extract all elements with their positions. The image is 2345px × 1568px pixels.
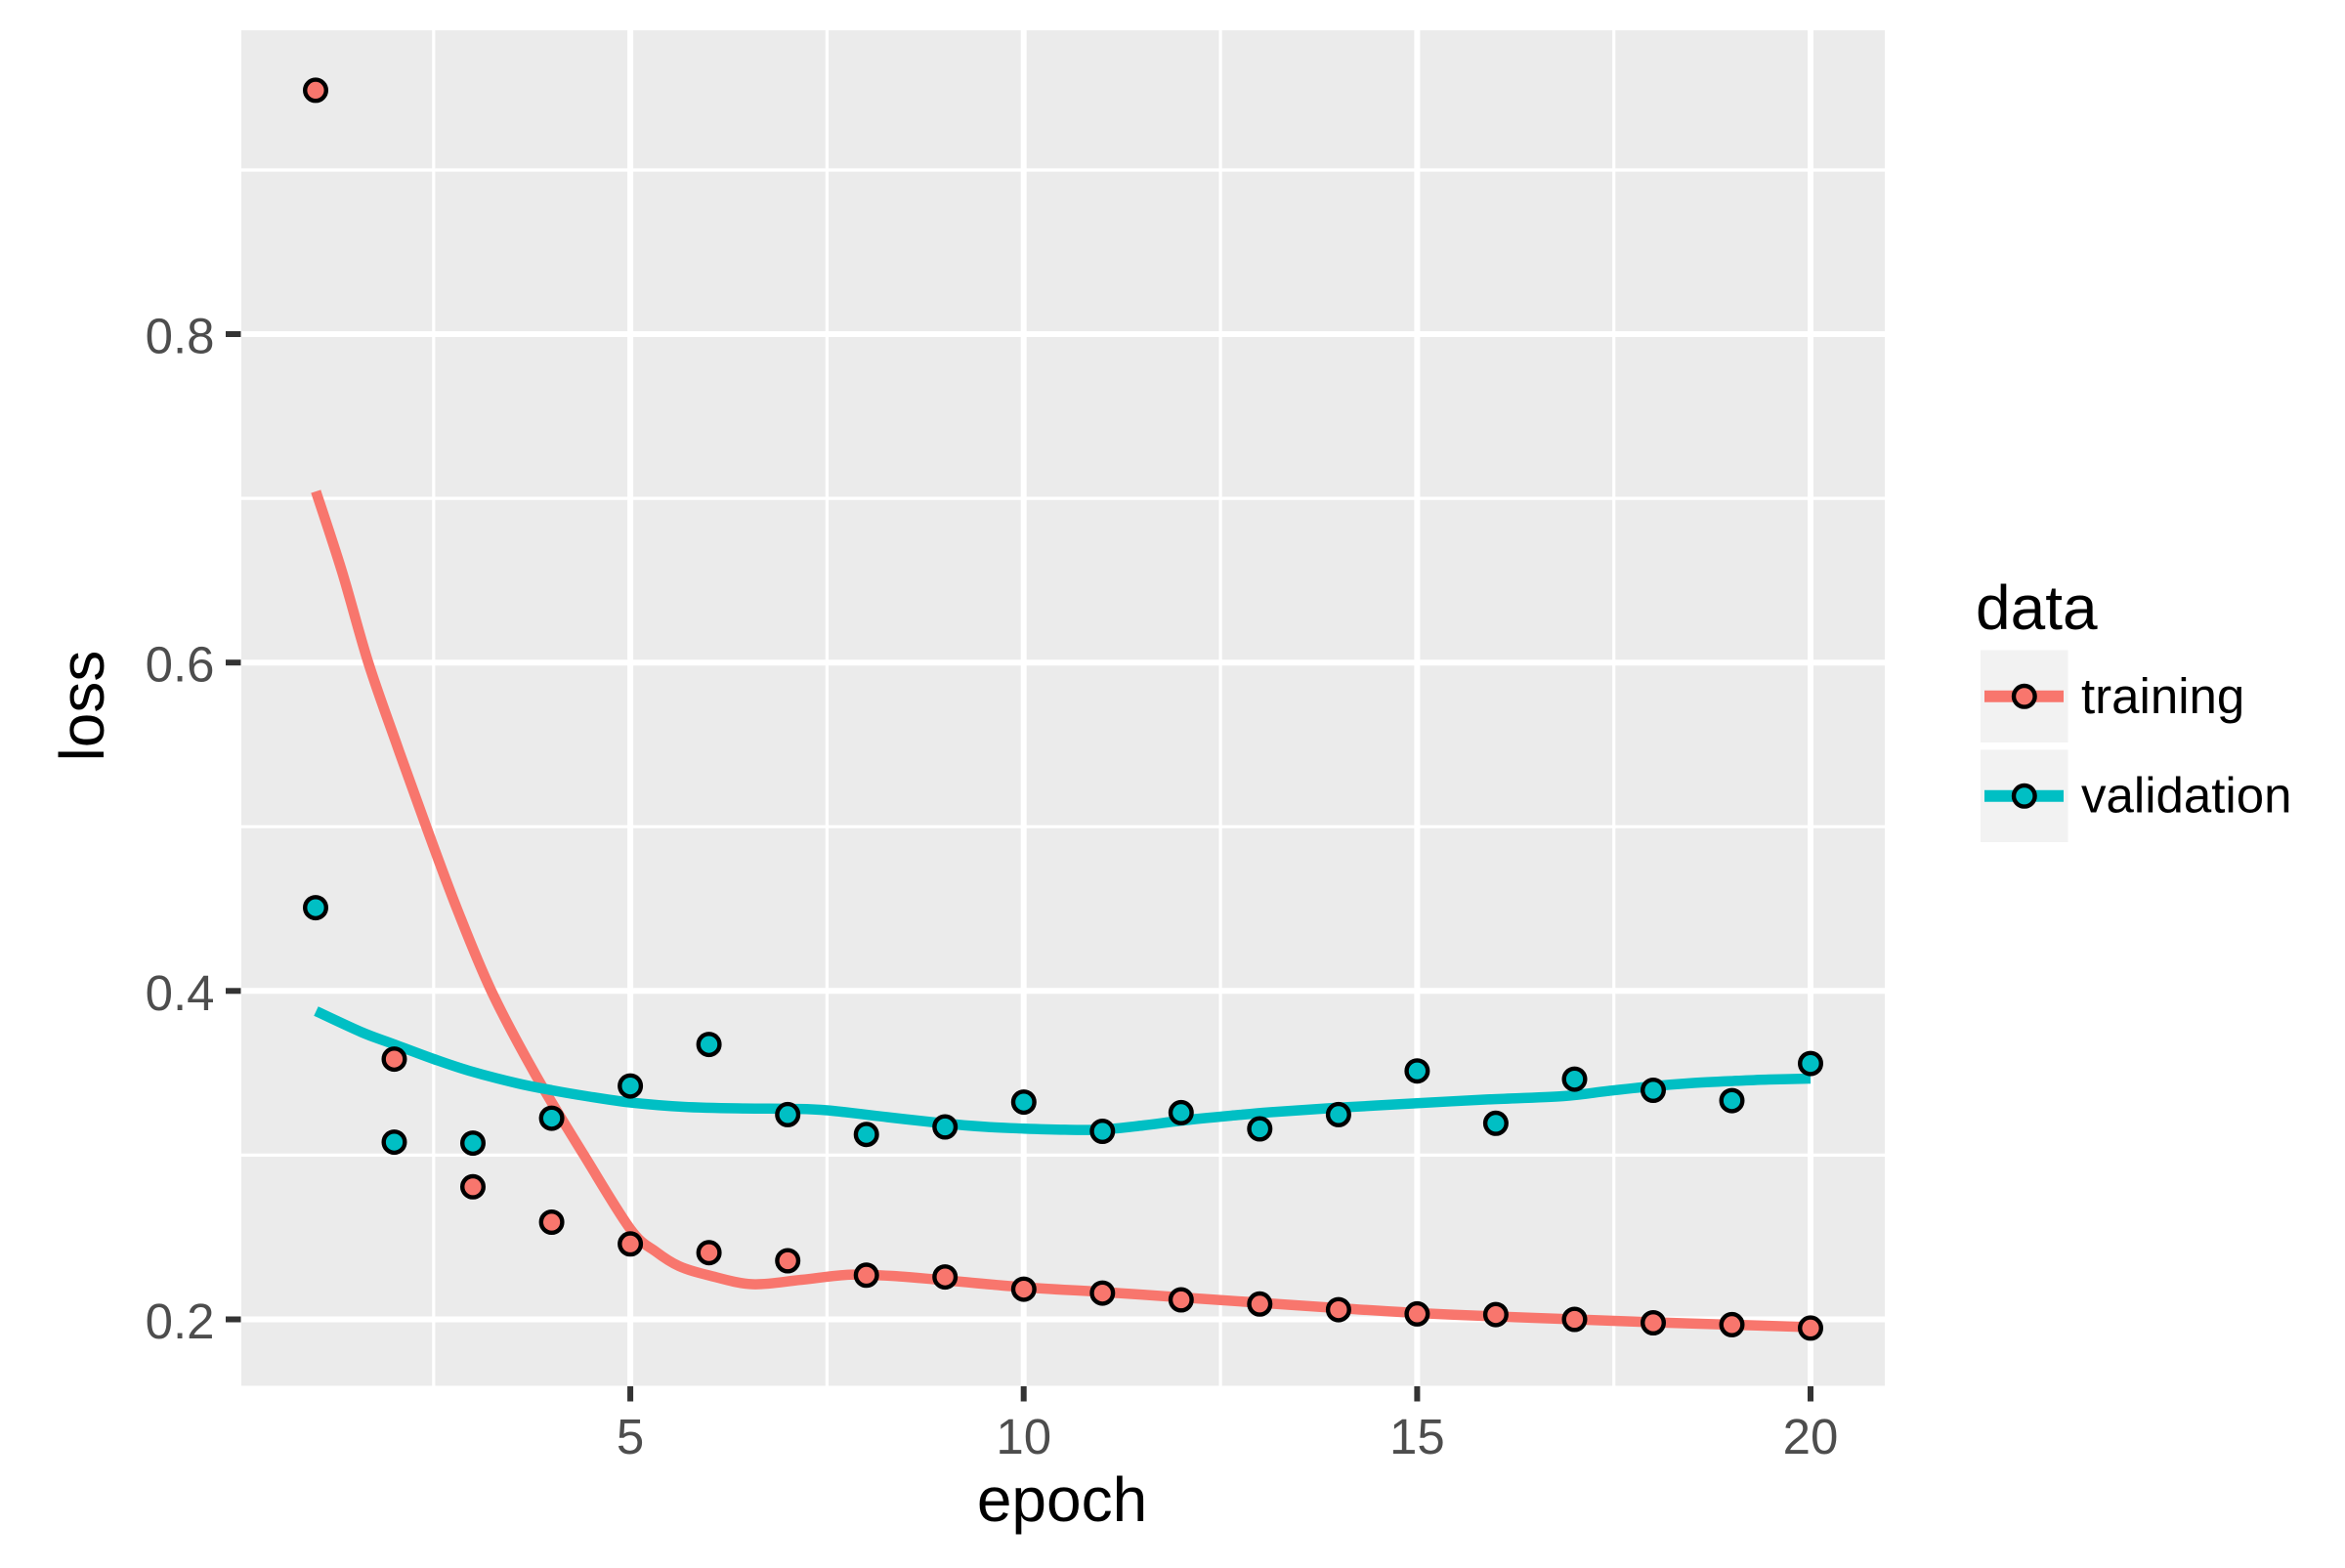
svg-text:20: 20	[1783, 1409, 1839, 1464]
svg-text:training: training	[2081, 668, 2244, 724]
svg-text:validation: validation	[2081, 768, 2291, 824]
svg-text:0.4: 0.4	[146, 965, 215, 1021]
svg-text:15: 15	[1389, 1409, 1445, 1464]
svg-text:5: 5	[617, 1409, 644, 1464]
svg-text:0.6: 0.6	[146, 637, 215, 693]
svg-text:0.2: 0.2	[146, 1293, 215, 1349]
svg-text:data: data	[1976, 572, 2098, 643]
svg-text:10: 10	[996, 1409, 1051, 1464]
svg-text:loss: loss	[47, 651, 117, 762]
svg-text:epoch: epoch	[977, 1464, 1147, 1535]
svg-text:0.8: 0.8	[146, 309, 215, 364]
